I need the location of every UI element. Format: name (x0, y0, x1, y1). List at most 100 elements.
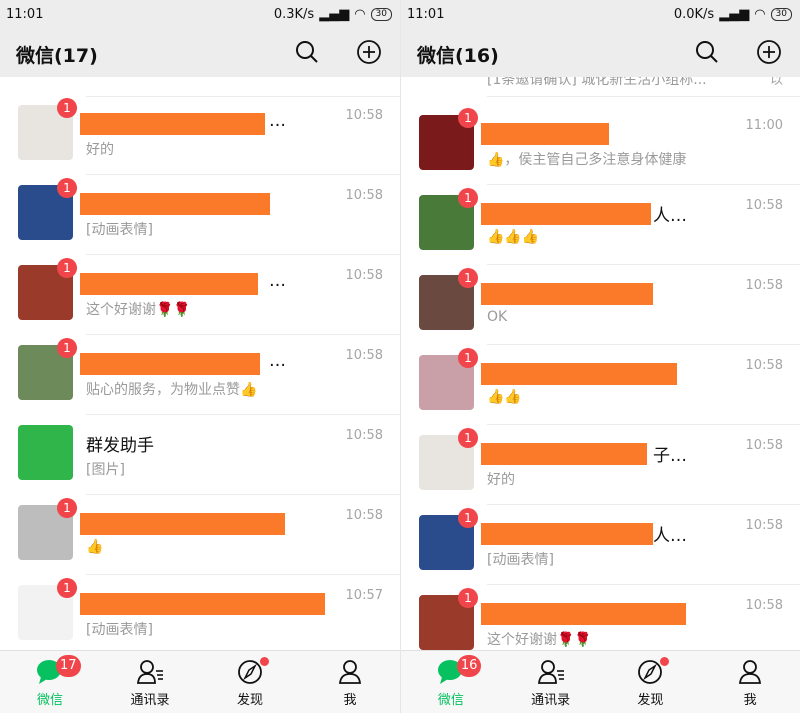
chat-time: 10:58 (745, 438, 783, 453)
nav-tab-contacts[interactable]: 通讯录 (100, 651, 200, 713)
nav-tab-contacts[interactable]: 通讯录 (501, 651, 601, 713)
nav-tab-discover[interactable]: 发现 (601, 651, 701, 713)
divider (487, 344, 800, 345)
chat-preview: 好的 (487, 472, 515, 488)
nav-label: 微信 (437, 693, 464, 708)
unread-badge: 1 (57, 98, 77, 118)
chat-preview: [图片] (86, 462, 125, 478)
nav-tab-me[interactable]: 我 (300, 651, 400, 713)
me-icon (736, 659, 764, 685)
wifi-icon: ◠ (754, 7, 766, 22)
chat-time: 以 (769, 77, 783, 88)
chat-preview: 贴心的服务，为物业点赞👍 (86, 382, 258, 398)
chat-name: 群发助手 (86, 436, 154, 456)
chat-time: 10:58 (345, 348, 383, 363)
divider (487, 184, 800, 185)
app-header: 微信(16) (401, 33, 800, 77)
chat-name: 人… (653, 206, 687, 226)
nav-tab-discover[interactable]: 发现 (200, 651, 300, 713)
chat-list[interactable]: 1 … 好的 10:58 1 [动画表情] 10:58 1 … 这个好谢谢🌹🌹 … (0, 77, 400, 650)
unread-badge: 1 (57, 178, 77, 198)
redaction-block (481, 123, 609, 145)
nav-label: 通讯录 (531, 693, 571, 708)
chat-list-item[interactable]: 1 这个好谢谢🌹🌹 10:58 (401, 585, 800, 650)
add-icon[interactable] (356, 39, 382, 65)
bottom-nav: 16 微信 通讯录 发现 我 (401, 650, 800, 713)
chat-preview: [动画表情] (86, 622, 153, 638)
contacts-icon (136, 659, 164, 685)
redaction-block (481, 523, 653, 545)
chat-time: 10:57 (345, 588, 383, 603)
chat-time: 10:58 (745, 198, 783, 213)
divider (86, 494, 400, 495)
add-icon[interactable] (756, 39, 782, 65)
divider (487, 264, 800, 265)
chat-time: 10:58 (345, 108, 383, 123)
unread-badge: 1 (57, 338, 77, 358)
chat-list-item[interactable]: 1 … 好的 10:58 (0, 95, 400, 175)
status-bar: 11:01 0.0K/s ▂▄▆ ◠ 30 (401, 0, 800, 33)
chat-preview: 这个好谢谢🌹🌹 (86, 302, 191, 318)
search-icon[interactable] (694, 39, 720, 65)
network-speed: 0.0K/s (673, 7, 715, 22)
chat-preview: 👍👍 (487, 389, 522, 405)
redaction-block (80, 113, 265, 135)
chat-list-item-partial[interactable] (0, 77, 400, 97)
chat-icon (36, 659, 64, 685)
unread-badge: 1 (57, 498, 77, 518)
redaction-block (80, 513, 285, 535)
chat-list-item[interactable]: 1 👍，侯主管自己多注意身体健康 11:00 (401, 105, 800, 185)
status-time: 11:01 (6, 7, 44, 22)
redaction-block (80, 593, 325, 615)
chat-list-item[interactable]: 1 👍👍 10:58 (401, 345, 800, 425)
nav-tab-me[interactable]: 我 (700, 651, 800, 713)
chat-list-item[interactable]: 1 … 这个好谢谢🌹🌹 10:58 (0, 255, 400, 335)
battery-icon: 30 (370, 8, 392, 21)
chat-list[interactable]: [1条邀请确认] 城化新生活小组称... 以 1 👍，侯主管自己多注意身体健康 … (401, 77, 800, 650)
chat-preview: 👍，侯主管自己多注意身体健康 (487, 152, 687, 168)
chat-list-item[interactable]: 1 👍 10:58 (0, 495, 400, 575)
divider (487, 584, 800, 585)
chat-time: 10:58 (745, 598, 783, 613)
nav-label: 微信 (36, 693, 63, 708)
chat-list-item[interactable]: 群发助手 [图片] 10:58 (0, 415, 400, 495)
chat-list-item[interactable]: 1 OK 10:58 (401, 265, 800, 345)
chat-name: … (269, 111, 286, 131)
redaction-block (481, 363, 677, 385)
chat-list-item[interactable]: 1 人… 👍👍👍 10:58 (401, 185, 800, 265)
nav-label: 通讯录 (130, 693, 170, 708)
nav-label: 发现 (236, 693, 263, 708)
redaction-block (481, 603, 686, 625)
wifi-icon: ◠ (354, 7, 366, 22)
chat-list-item-partial[interactable]: [1条邀请确认] 城化新生活小组称... 以 (401, 77, 800, 97)
nav-tab-chats[interactable]: 16 微信 (401, 651, 501, 713)
chat-time: 11:00 (745, 118, 783, 133)
unread-badge: 1 (458, 508, 478, 528)
signal-icon: ▂▄▆ (719, 7, 750, 22)
chat-list-item[interactable]: 1 [动画表情] 10:57 (0, 575, 400, 650)
wechat-screen-left: 11:01 0.3K/s ▂▄▆ ◠ 30 微信(17) 1 … 好的 10:58… (0, 0, 400, 713)
unread-badge: 1 (458, 188, 478, 208)
unread-badge: 1 (57, 258, 77, 278)
unread-badge: 1 (458, 108, 478, 128)
search-icon[interactable] (294, 39, 320, 65)
chat-name: 人… (653, 526, 687, 546)
chat-list-item[interactable]: 1 人… [动画表情] 10:58 (401, 505, 800, 585)
chat-list-item[interactable]: 1 [动画表情] 10:58 (0, 175, 400, 255)
chat-icon (437, 659, 465, 685)
chat-preview: 这个好谢谢🌹🌹 (487, 632, 592, 648)
unread-badge: 1 (57, 578, 77, 598)
divider (86, 334, 400, 335)
battery-icon: 30 (770, 8, 792, 21)
chat-time: 10:58 (745, 518, 783, 533)
nav-tab-chats[interactable]: 17 微信 (0, 651, 100, 713)
compass-icon (236, 659, 264, 685)
network-speed: 0.3K/s (273, 7, 315, 22)
unread-count-badge: 16 (456, 655, 482, 677)
divider (86, 174, 400, 175)
chat-list-item[interactable]: 1 子… 好的 10:58 (401, 425, 800, 505)
chat-list-item[interactable]: 1 … 贴心的服务，为物业点赞👍 10:58 (0, 335, 400, 415)
nav-label: 发现 (637, 693, 664, 708)
compass-icon (636, 659, 664, 685)
chat-time: 10:58 (345, 508, 383, 523)
